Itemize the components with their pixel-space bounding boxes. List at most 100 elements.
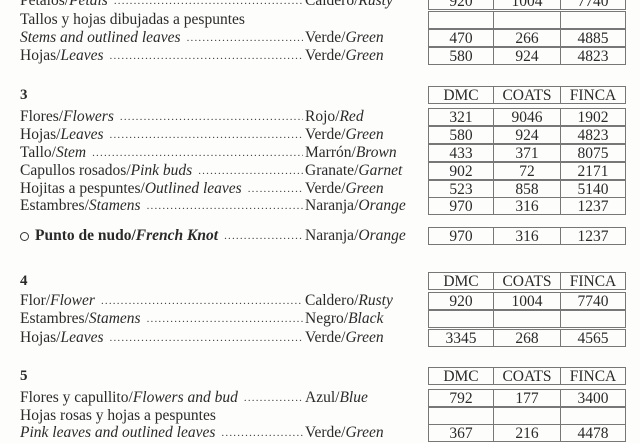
separator: / [126,162,131,179]
dot-leader: ........................................… [119,111,303,123]
item-name-en: French Knot [135,227,219,244]
code-finca: 4565 [560,329,626,347]
color-es: Naranja [305,227,355,244]
separator: / [56,126,61,143]
item-name-en: Outlined leaves [144,180,242,197]
code-dmc: 433 [428,144,494,162]
item-name: Flores y capullito/Flowers and bud [20,389,244,407]
color-en: Orange [358,227,406,244]
code-finca: 4823 [560,126,626,144]
column-header-finca: FINCA [560,367,626,385]
item-label: Estambres/Stamens.......................… [20,310,303,328]
separator: / [354,227,359,244]
item-name-es: Estambres [20,197,85,214]
separator: / [335,389,340,406]
section-header: 3 DMC COATS FINCA [0,86,640,104]
item-name-es: Hojitas a pespuntes [20,180,141,197]
code-coats: 177 [493,389,561,407]
separator: / [341,329,346,346]
separator: / [56,329,61,346]
code-coats: 1004 [493,292,561,310]
separator: / [84,197,89,214]
list-item: Hojas/Leaves............................… [0,47,640,65]
code-finca: 2171 [560,162,626,180]
item-label: Pink leaves and outlined leaves.........… [20,424,303,442]
code-coats [493,310,561,328]
dot-leader: ........................................… [243,392,303,404]
item-name-es: Tallos y hojas dibujadas a pespuntes [20,11,245,28]
item-name: Hojas/Leaves [20,329,110,347]
item-name-es: Hojas [20,329,57,346]
code-dmc: 580 [428,126,494,144]
list-item: Flor/Flower.............................… [0,292,640,310]
item-name: Stems and outlined leaves [20,29,187,47]
thread-color: Naranja/Orange [305,197,406,215]
separator: / [341,180,346,197]
thread-color: Caldero/Rusty [305,292,393,310]
color-en: Green [345,329,384,346]
color-en: Garnet [358,162,403,179]
color-en: Green [345,126,384,143]
list-item: Flores y capullito/Flowers and bud......… [0,389,640,407]
dot-leader: ........................................… [198,165,303,177]
code-coats: 316 [493,197,561,215]
item-label: Tallo/Stem..............................… [20,144,303,162]
color-es: Naranja [305,197,355,214]
separator: / [58,108,64,125]
item-name: Hojas rosas y hojas a pespuntes [20,407,222,425]
separator: / [64,0,70,9]
separator: / [335,108,340,125]
section-number: 5 [20,368,28,384]
list-item: Hojas rosas y hojas a pespuntes.........… [0,407,640,425]
color-en: Green [345,47,384,64]
color-es: Marrón [305,144,352,161]
dot-leader: ........................................… [146,313,303,325]
thread-color: Naranja/Orange [305,227,406,245]
section-header: 5 DMC COATS FINCA [0,367,640,385]
dot-leader: ........................................… [109,50,303,62]
separator: / [341,424,346,441]
code-dmc: 580 [428,47,494,65]
thread-color: Verde/Green [305,29,384,47]
item-name-es: Flores [20,108,59,125]
thread-color: Caldero/Rusty [305,0,393,10]
separator: / [354,162,359,179]
dot-leader: ........................................… [247,183,303,195]
item-name-es: Hojas rosas y hojas a pespuntes [20,407,216,424]
item-label: Capullos rosados/Pink buds..............… [20,162,303,180]
item-name-es: Hojas [20,47,57,64]
code-finca: 4885 [560,29,626,47]
item-name: Hojas/Leaves [20,47,110,65]
item-name: Hojas/Leaves [20,126,110,144]
separator: / [354,0,359,9]
thread-color: Verde/Green [305,47,384,65]
item-label: Pétalos/Petals..........................… [20,0,303,10]
code-coats: 924 [493,126,561,144]
color-en: Blue [339,389,368,406]
column-header-coats: COATS [493,367,561,385]
column-header-dmc: DMC [428,367,494,385]
separator: / [354,292,359,309]
code-finca [560,11,626,29]
item-label: Hojas rosas y hojas a pespuntes.........… [20,407,303,425]
thread-color: Granate/Garnet [305,162,402,180]
item-name: Tallo/Stem [20,144,92,162]
code-coats [493,407,561,425]
code-dmc [428,11,494,29]
thread-color: Verde/Green [305,180,384,198]
color-es: Verde [305,329,342,346]
item-name-es: Estambres [20,310,85,327]
item-name-en: Leaves [60,126,104,143]
item-name-en: Flowers and bud [132,389,238,406]
dot-leader: ........................................… [221,427,303,439]
dot-leader: ........................................… [100,295,303,307]
color-es: Verde [305,29,342,46]
color-en: Brown [355,144,397,161]
item-name: Estambres/Stamens [20,197,147,215]
color-en: Green [345,180,384,197]
item-name-en: Leaves [60,329,104,346]
item-label: Stems and outlined leaves...............… [20,29,303,47]
code-finca: 1902 [560,108,626,126]
color-es: Rojo [305,108,336,125]
color-es: Verde [305,424,342,441]
